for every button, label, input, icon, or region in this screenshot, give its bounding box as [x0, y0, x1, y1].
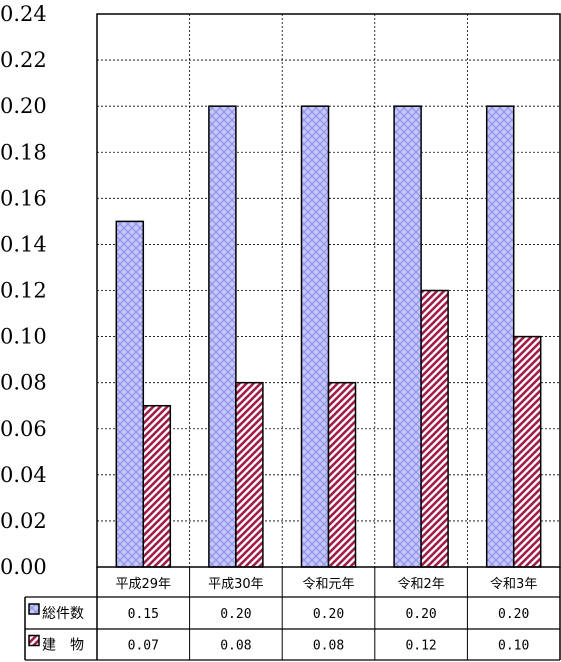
y-tick-label: 0.04	[0, 463, 47, 487]
y-tick-label: 0.00	[0, 555, 47, 579]
y-tick-label: 0.14	[0, 232, 47, 256]
data-label-s0-4: 0.20	[498, 607, 529, 622]
legend-label-s0: 総件数	[42, 606, 84, 622]
data-label-s1-0: 0.07	[128, 639, 159, 654]
y-tick-label: 0.22	[0, 48, 47, 72]
y-tick-label: 0.08	[0, 371, 47, 395]
data-label-s1-4: 0.10	[498, 639, 529, 654]
bar-s0-4	[485, 105, 515, 568]
y-tick-label: 0.06	[0, 417, 47, 441]
bar-s1-4	[512, 335, 542, 568]
bar-s0-0	[115, 220, 145, 568]
y-tick-label: 0.02	[0, 509, 47, 533]
bar-s1-0	[142, 404, 172, 568]
x-tick-label: 平成29年	[116, 577, 172, 592]
bar-s0-3	[393, 105, 422, 568]
legend-label-s1: 建 物	[42, 638, 84, 654]
legend-swatch-s0	[28, 603, 40, 615]
y-tick-label: 0.10	[0, 325, 47, 349]
y-tick-label: 0.20	[0, 94, 47, 118]
y-tick-label: 0.12	[0, 279, 47, 303]
data-label-s1-2: 0.08	[313, 639, 344, 654]
data-label-s0-1: 0.20	[220, 607, 251, 622]
bar-s1-3	[420, 289, 449, 568]
bars	[115, 105, 542, 568]
data-label-s0-0: 0.15	[128, 607, 159, 622]
plot-frame	[96, 13, 561, 568]
x-tick-label: 令和2年	[397, 577, 444, 592]
data-label-s1-3: 0.12	[405, 639, 436, 654]
y-tick-label: 0.18	[0, 140, 47, 164]
legend-swatch-s1	[28, 634, 40, 647]
bar-s0-1	[208, 105, 237, 568]
bar-s1-1	[235, 381, 264, 568]
x-tick-label: 平成30年	[208, 577, 264, 592]
x-tick-label: 令和3年	[490, 577, 537, 592]
bar-s1-2	[327, 381, 357, 568]
y-tick-label: 0.24	[0, 2, 47, 26]
y-tick-label: 0.16	[0, 186, 47, 210]
data-label-s0-2: 0.20	[313, 607, 344, 622]
x-tick-label: 令和元年	[302, 577, 354, 592]
bar-s0-2	[300, 105, 330, 568]
data-label-s0-3: 0.20	[405, 607, 436, 622]
data-label-s1-1: 0.08	[220, 639, 251, 654]
gridlines	[97, 14, 560, 567]
y-axis: 0.00 0.02 0.04 0.06 0.08 0.10 0.12 0.14 0.16 0.18…	[0, 2, 47, 579]
